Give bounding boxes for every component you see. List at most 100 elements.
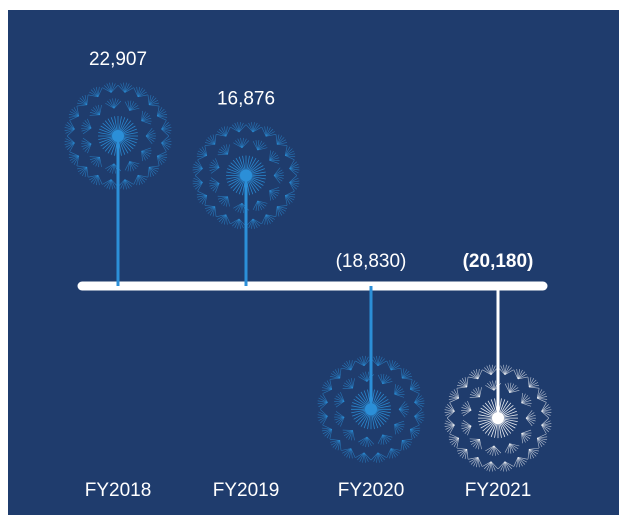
seed-fluff <box>525 417 536 422</box>
seed-fluff <box>264 214 267 225</box>
seed-fluff <box>82 127 92 135</box>
seed-fluff <box>389 448 392 459</box>
seed-fluff <box>541 424 547 434</box>
seed-fluff <box>69 151 79 157</box>
seed-fluff <box>414 416 420 426</box>
seed-fluff <box>509 382 512 393</box>
seed-fluff <box>489 364 492 375</box>
seed-fluff <box>265 127 271 137</box>
seed-fluff <box>537 436 548 439</box>
seed-fluff <box>521 433 526 443</box>
seed-fluff <box>102 87 112 93</box>
seed-fluff <box>365 436 368 447</box>
seed-fluff <box>507 443 510 454</box>
seed-fluff <box>218 214 227 223</box>
seed-fluff <box>277 142 287 145</box>
seed-fluff <box>337 393 345 402</box>
seed-fluff <box>77 102 87 106</box>
seed-fluff <box>517 376 528 380</box>
seed-fluff <box>264 126 267 137</box>
seed-fluff <box>210 177 220 184</box>
seed-fluff <box>284 145 288 156</box>
seed-fluff <box>91 109 100 116</box>
seed-fluff <box>317 402 328 405</box>
seed-fluff <box>319 402 328 410</box>
seed-fluff <box>504 367 512 375</box>
seed-fluff <box>360 374 368 382</box>
seed-fluff <box>285 155 295 160</box>
seed-fluff <box>87 118 92 129</box>
seed-fluff <box>326 429 333 439</box>
seed-fluff <box>284 195 288 206</box>
seed-fluff <box>335 411 345 418</box>
seed-fluff <box>141 115 151 122</box>
seed-fluff <box>147 94 150 105</box>
seed-fluff <box>350 448 353 459</box>
seed-fluff <box>402 376 412 379</box>
seed-fluff <box>68 155 79 158</box>
seed-fluff <box>521 395 529 404</box>
seed-fluff <box>449 437 459 443</box>
seed-fluff <box>102 179 112 185</box>
seed-fluff <box>257 200 260 211</box>
seed-fluff <box>275 206 278 217</box>
seed-fluff <box>145 132 156 137</box>
seed-fluff <box>201 146 208 156</box>
seed-fluff <box>541 424 551 430</box>
seed-fluff <box>252 218 258 229</box>
seed-fluff <box>141 113 149 122</box>
seed-fluff <box>161 122 169 130</box>
seed-fluff <box>376 452 379 463</box>
seed-fluff <box>504 364 507 375</box>
seed-fluff <box>71 155 80 164</box>
seed-fluff <box>445 406 455 412</box>
seed-fluff <box>269 190 274 200</box>
seed-fluff <box>489 381 495 391</box>
seed-fluff <box>462 410 472 417</box>
seed-fluff <box>273 175 283 182</box>
seed-fluff <box>148 97 157 106</box>
seed-fluff <box>409 429 416 439</box>
seed-fluff <box>377 356 383 366</box>
seed-fluff <box>473 457 479 467</box>
seed-fluff <box>285 155 296 158</box>
seed-fluff <box>265 214 268 225</box>
seed-fluff <box>382 374 388 384</box>
seed-fluff <box>529 447 540 450</box>
seed-fluff <box>204 205 215 207</box>
seed-fluff <box>197 195 207 201</box>
seed-fluff <box>161 141 172 144</box>
seed-fluff <box>113 100 122 109</box>
seed-fluff <box>123 179 126 190</box>
seed-fluff <box>350 360 353 371</box>
seed-fluff <box>89 112 100 116</box>
seed-fluff <box>234 218 240 229</box>
seed-fluff <box>401 373 412 379</box>
seed-fluff <box>241 203 244 214</box>
seed-fluff <box>68 114 79 117</box>
seed-fluff <box>398 403 408 410</box>
seed-fluff <box>528 449 537 457</box>
seed-fluff <box>129 161 137 170</box>
seed-fluff <box>161 128 172 131</box>
seed-fluff <box>124 179 130 189</box>
seed-fluff <box>536 388 540 399</box>
seed-fluff <box>145 135 155 142</box>
seed-fluff <box>269 187 280 191</box>
seed-fluff <box>195 161 203 169</box>
seed-fluff <box>232 218 240 227</box>
seed-fluff <box>456 438 460 448</box>
seed-fluff <box>289 168 300 171</box>
seed-fluff <box>129 102 137 111</box>
seed-fluff <box>409 429 413 440</box>
seed-fluff <box>410 424 420 430</box>
seed-fluff <box>161 138 171 144</box>
seed-fluff <box>257 200 265 209</box>
seed-fluff <box>509 389 520 393</box>
seed-fluff <box>456 388 460 399</box>
seed-fluff <box>448 396 459 399</box>
seed-fluff <box>69 111 79 117</box>
seed-fluff <box>252 200 258 211</box>
seed-fluff <box>409 382 418 390</box>
seed-fluff <box>453 389 460 399</box>
